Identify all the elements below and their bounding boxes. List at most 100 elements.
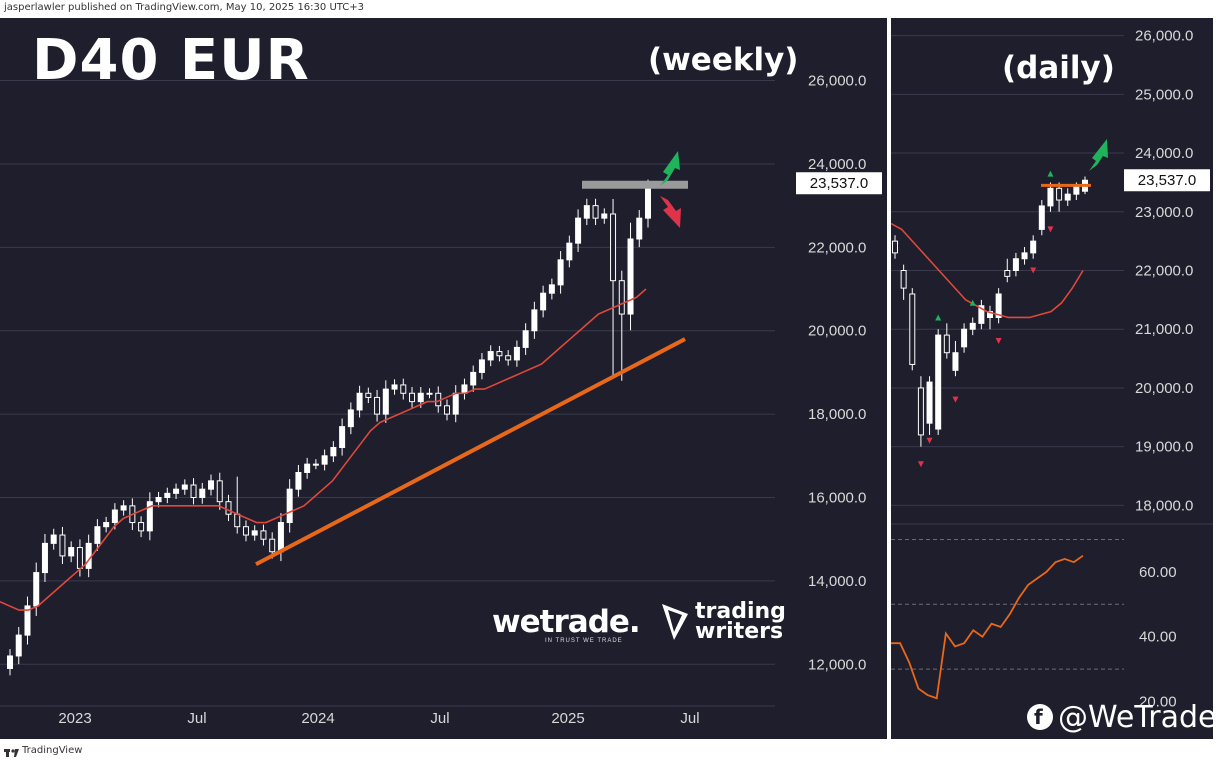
weekly-candle (190, 484, 197, 499)
daily-candle (1012, 258, 1019, 271)
daily-candle (909, 293, 916, 365)
wetrade-logo: wetrade. (492, 604, 641, 640)
weekly-candle (7, 655, 13, 669)
weekly-candle (627, 238, 634, 315)
weekly-y-tick-label: 14,000.0 (808, 573, 866, 590)
weekly-chart[interactable]: 12,000.0 14,000.0 16,000.0 18,000.0 20,000.0… (0, 18, 887, 739)
daily-pivot-up-marker (1047, 170, 1054, 177)
weekly-candle (155, 497, 162, 503)
daily-y-tick-label: 19,000.0 (1135, 439, 1193, 456)
daily-pivot-down-marker (926, 437, 933, 444)
daily-y-tick-label: 18,000.0 (1135, 497, 1193, 514)
weekly-candle (356, 392, 363, 411)
weekly-candle (618, 280, 625, 315)
weekly-candle (251, 530, 258, 536)
weekly-candle (15, 634, 22, 657)
weekly-candle (575, 217, 582, 244)
weekly-candle (522, 330, 529, 348)
tradingview-brand: TradingView (22, 745, 83, 756)
daily-rsi-line (891, 554, 1084, 700)
daily-price-label-box (1124, 169, 1210, 192)
daily-label: (daily) (1002, 50, 1115, 86)
weekly-candle (330, 446, 337, 457)
weekly-candle (24, 605, 31, 636)
weekly-candle (260, 530, 267, 540)
weekly-candle (610, 213, 617, 282)
weekly-candle (426, 392, 433, 395)
weekly-y-tick-label: 24,000.0 (808, 156, 866, 173)
weekly-candle (496, 351, 503, 357)
weekly-candle (50, 534, 57, 544)
daily-candle (969, 322, 976, 330)
daily-pivot-down-marker (917, 461, 924, 468)
daily-moving-average (890, 222, 1084, 319)
daily-candle (1056, 187, 1063, 201)
weekly-candle (566, 242, 573, 261)
daily-candle (917, 387, 924, 436)
weekly-candle (242, 526, 249, 536)
tradingview-logo-icon (4, 749, 19, 757)
daily-y-tick-label: 21,000.0 (1135, 321, 1193, 338)
weekly-candle (505, 355, 512, 361)
weekly-candle (513, 346, 520, 361)
weekly-candle (452, 392, 459, 415)
daily-chart[interactable]: 18,000.0 19,000.0 20,000.0 21,000.0 22,000.0… (890, 18, 1213, 739)
weekly-x-tick-label: Jul (430, 710, 449, 727)
daily-candle (995, 293, 1002, 318)
weekly-candle (531, 309, 538, 332)
daily-price-label: 23,537.0 (1138, 172, 1196, 189)
daily-chart-panel[interactable]: 18,000.0 19,000.0 20,000.0 21,000.0 22,000.0… (890, 18, 1213, 739)
daily-candle (1047, 187, 1054, 207)
weekly-candle (269, 538, 276, 553)
weekly-candle (59, 534, 66, 557)
weekly-x-tick-label: 2023 (58, 710, 91, 727)
daily-y-tick-label: 25,000.0 (1135, 86, 1193, 103)
weekly-x-tick-label: 2025 (551, 710, 584, 727)
weekly-candle (181, 484, 188, 490)
daily-rsi-tick-label: 60.00 (1139, 564, 1177, 581)
weekly-candle (487, 351, 494, 361)
weekly-candle (146, 501, 153, 532)
weekly-candle (33, 572, 40, 607)
daily-candle (1030, 240, 1037, 254)
weekly-candle (548, 284, 555, 294)
trading-writers-logo-icon (662, 604, 688, 640)
weekly-y-tick-label: 26,000.0 (808, 73, 866, 90)
daily-y-tick-label: 26,000.0 (1135, 28, 1193, 45)
logo-writers-text: writers (695, 619, 784, 644)
watermark: @WeTrade (1058, 700, 1217, 735)
daily-candle (1021, 252, 1028, 260)
weekly-candle (68, 547, 75, 557)
weekly-candle (234, 513, 241, 528)
weekly-candle (592, 205, 599, 219)
weekly-up-arrow-icon (660, 151, 680, 186)
weekly-candle (164, 492, 171, 499)
weekly-price-label: 23,537.0 (810, 175, 868, 192)
daily-candle (943, 334, 950, 354)
weekly-candle (304, 463, 311, 473)
weekly-x-tick-label: Jul (680, 710, 699, 727)
weekly-y-tick-label: 18,000.0 (808, 406, 866, 423)
logo-trading-text: trading (695, 599, 786, 624)
daily-up-arrow-icon (1089, 139, 1108, 171)
weekly-candle (374, 396, 381, 415)
weekly-y-tick-label: 22,000.0 (808, 239, 866, 256)
weekly-candle (216, 480, 223, 503)
weekly-candle (312, 463, 319, 466)
weekly-candle (601, 213, 608, 219)
weekly-candle (173, 488, 180, 494)
weekly-chart-panel[interactable]: 12,000.0 14,000.0 16,000.0 18,000.0 20,000.0… (0, 18, 887, 739)
weekly-y-tick-label: 20,000.0 (808, 323, 866, 340)
weekly-candle (443, 405, 450, 415)
chart-title: D40 EUR (32, 28, 310, 93)
weekly-candle (41, 542, 48, 574)
weekly-candle (286, 488, 293, 524)
daily-candle (952, 352, 959, 371)
weekly-candle (409, 392, 416, 403)
daily-candle (926, 381, 933, 424)
weekly-candle (347, 409, 354, 428)
daily-y-tick-label: 22,000.0 (1135, 263, 1193, 280)
weekly-candle (85, 542, 92, 569)
weekly-candle (321, 455, 328, 465)
daily-pivot-up-marker (935, 314, 942, 321)
